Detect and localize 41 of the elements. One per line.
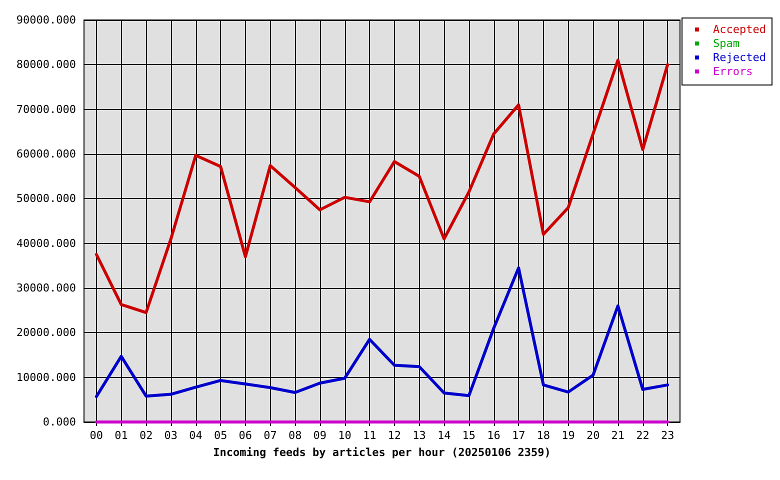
x-tick-label: 10 xyxy=(338,429,352,442)
x-tick-label: 03 xyxy=(164,429,178,442)
x-tick-label: 13 xyxy=(412,429,426,442)
y-tick-label: 70000.000 xyxy=(16,102,76,116)
x-tick-label: 06 xyxy=(238,429,252,442)
x-tick-label: 01 xyxy=(114,429,128,442)
x-tick-label: 18 xyxy=(536,429,550,442)
line-series xyxy=(94,58,670,314)
y-tick-label: 40000.000 xyxy=(16,236,76,250)
legend-label: Accepted xyxy=(713,23,766,36)
y-tick-label: 50000.000 xyxy=(16,192,76,206)
x-tick-label: 21 xyxy=(611,429,625,442)
x-tick-label: 22 xyxy=(636,429,650,442)
x-tick-label: 05 xyxy=(214,429,228,442)
x-tick-label: 14 xyxy=(437,429,452,442)
x-tick-label: 17 xyxy=(512,429,526,442)
y-tick-label: 80000.000 xyxy=(16,58,76,72)
x-tick-label: 02 xyxy=(139,429,153,442)
line-series xyxy=(94,266,670,398)
x-tick-label: 20 xyxy=(586,429,600,442)
x-tick-label: 11 xyxy=(362,429,376,442)
x-tick-label: 09 xyxy=(313,429,327,442)
x-tick-label: 04 xyxy=(189,429,203,442)
x-tick-label: 00 xyxy=(90,429,104,442)
y-tick-label: 90000.000 xyxy=(16,14,76,26)
legend-label: Errors xyxy=(713,65,753,78)
x-tick-label: 19 xyxy=(562,429,575,442)
y-tick-label: 60000.000 xyxy=(16,148,76,160)
legend-label: Rejected xyxy=(713,51,766,64)
x-tick-label: 16 xyxy=(487,429,500,442)
y-tick-label: 20000.000 xyxy=(16,326,76,340)
x-tick-label: 12 xyxy=(388,429,402,442)
x-tick-label: 07 xyxy=(264,429,277,442)
y-tick-label: 10000.000 xyxy=(16,370,76,384)
legend-label: Spam xyxy=(713,37,740,50)
x-tick-label: 15 xyxy=(462,429,476,442)
x-axis-title: Incoming feeds by articles per hour (20250106 2359) xyxy=(213,446,551,459)
x-tick-label: 23 xyxy=(660,429,674,442)
y-tick-label: 0.000 xyxy=(42,416,76,428)
x-tick-label: 08 xyxy=(288,429,302,442)
y-tick-label: 30000.000 xyxy=(16,282,76,294)
